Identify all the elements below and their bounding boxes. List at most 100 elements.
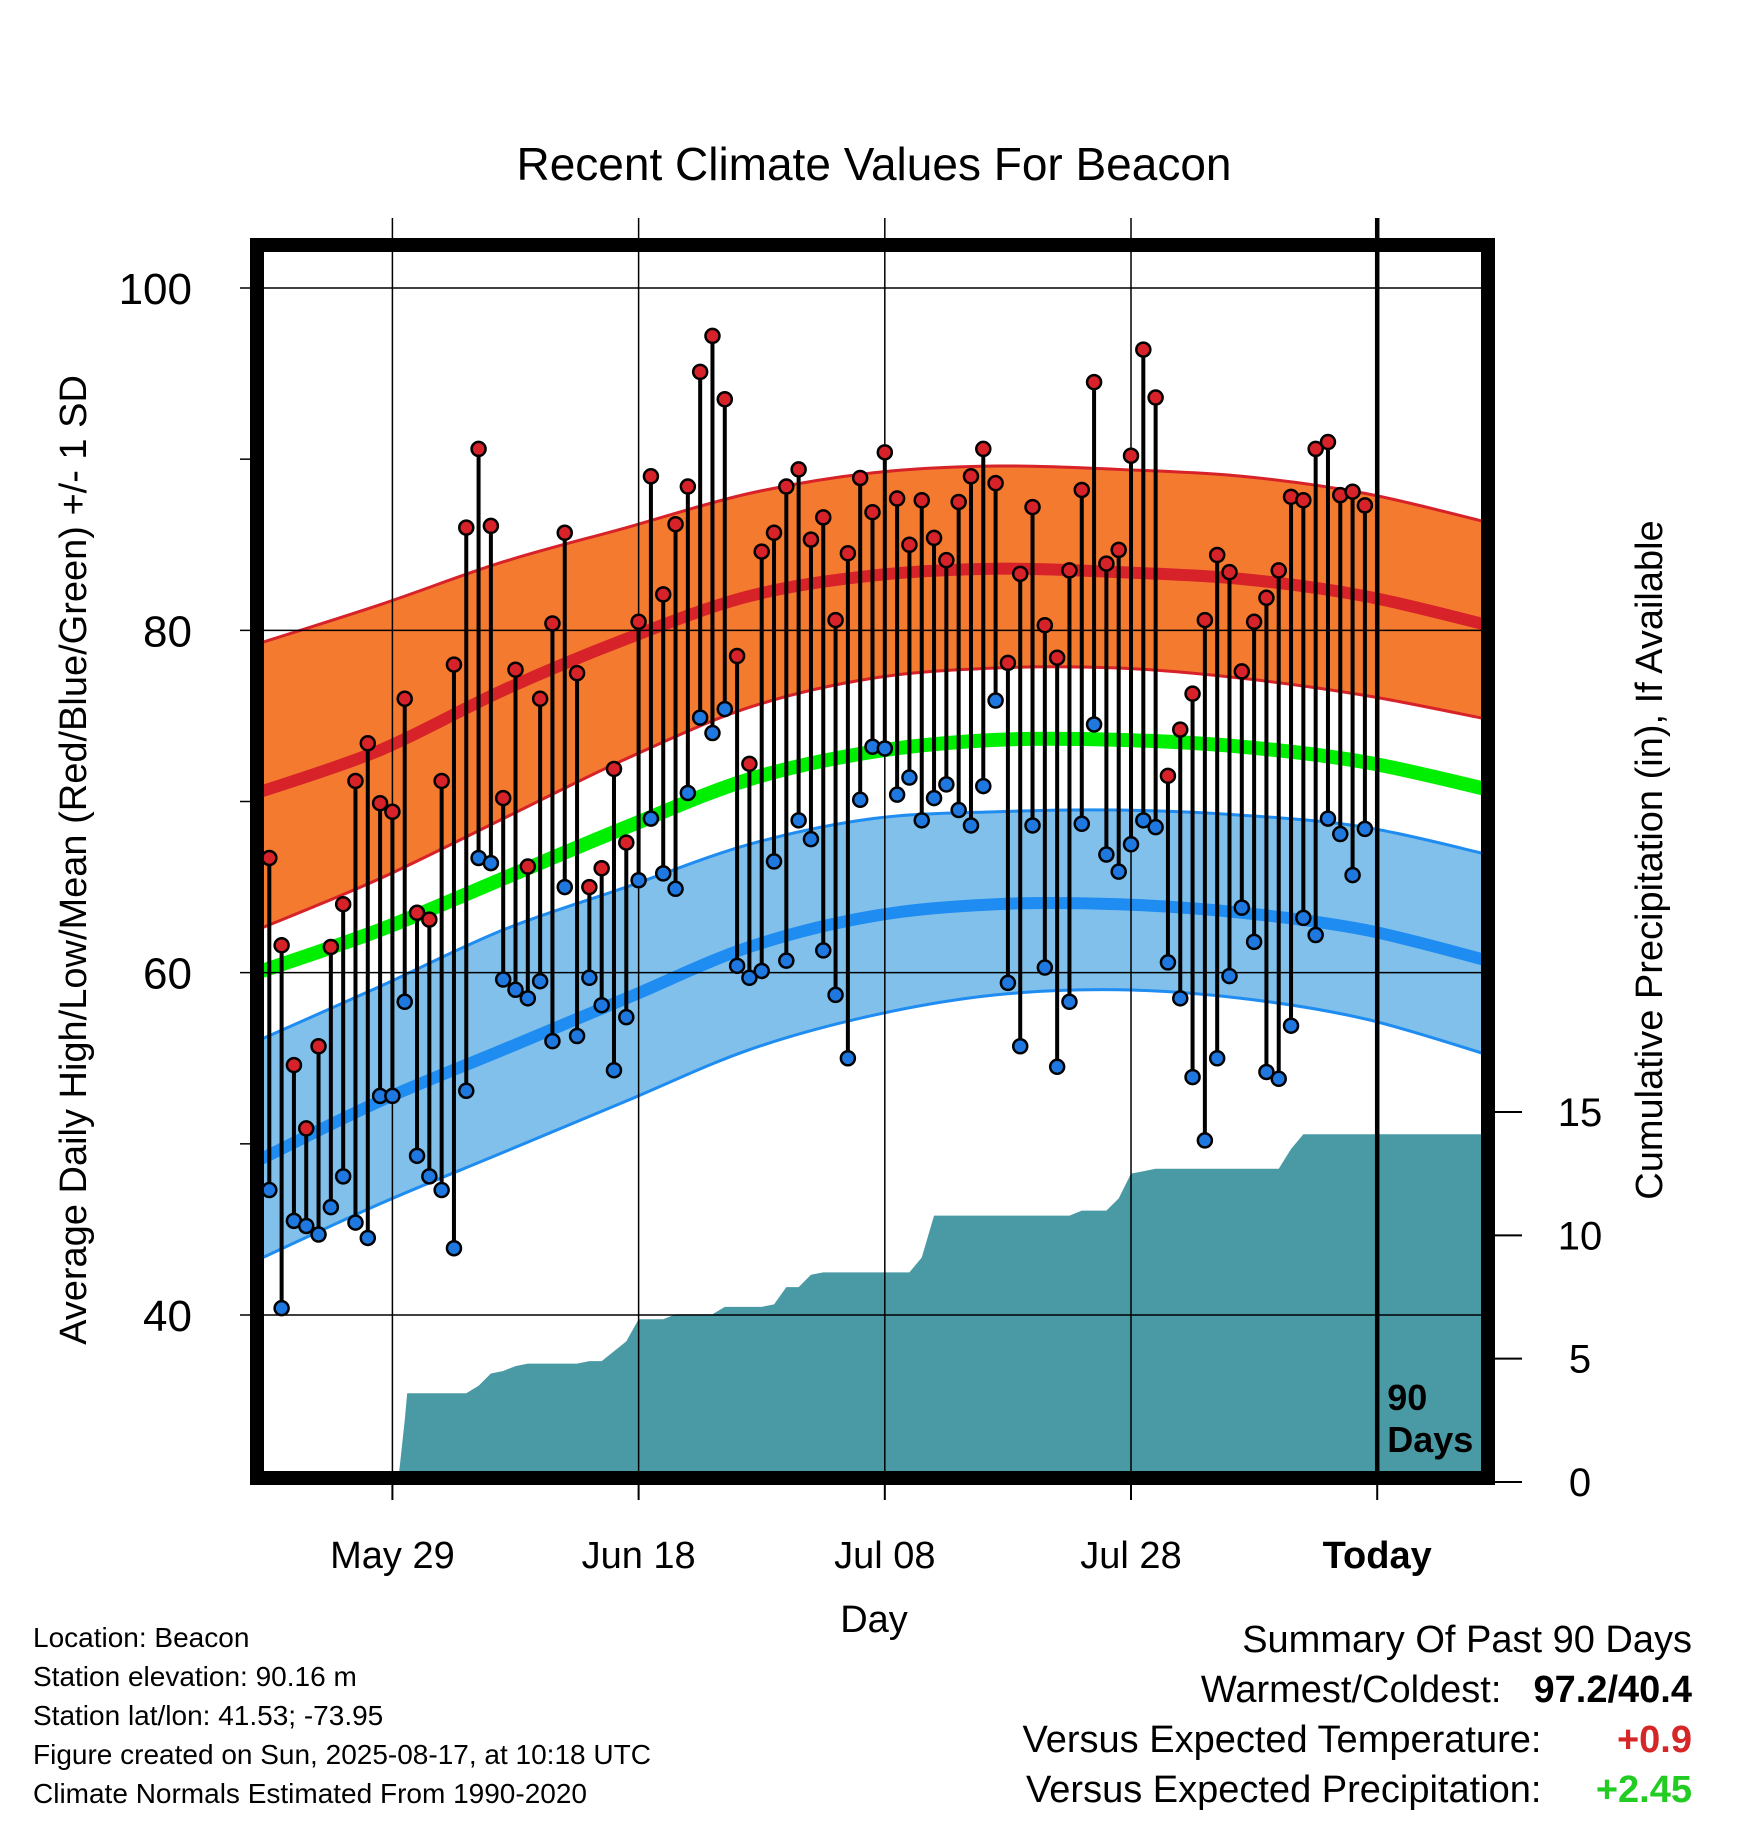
precip-area-group xyxy=(372,1134,1488,1478)
summary-panel: Summary Of Past 90 Days Warmest/Coldest:… xyxy=(1023,1615,1692,1815)
high-point xyxy=(987,474,1004,492)
low-point xyxy=(1221,967,1238,985)
high-point xyxy=(741,755,758,773)
low-point xyxy=(544,1032,561,1050)
low-point xyxy=(347,1214,364,1231)
high-point xyxy=(778,478,795,495)
meta-latlon: Station lat/lon: 41.53; -73.95 xyxy=(33,1700,384,1731)
high-point xyxy=(1036,616,1054,634)
x-axis-label: Day xyxy=(840,1599,908,1641)
low-point xyxy=(531,972,549,990)
high-point xyxy=(876,444,894,461)
low-point xyxy=(605,1061,623,1079)
low-point xyxy=(728,957,746,975)
y2-tick-label: 15 xyxy=(1558,1091,1603,1135)
axis-group: 40 60 80 100 0 5 10 15 May 29 Jun 18 Jul 08 Jul 28 T… xyxy=(119,265,1603,1577)
high-point xyxy=(728,647,746,665)
days-marker-label: Days xyxy=(1387,1419,1473,1460)
temp-value: +0.9 xyxy=(1616,1719,1692,1761)
high-point xyxy=(458,519,475,536)
low-point xyxy=(679,784,697,802)
high-point xyxy=(1233,663,1251,680)
low-point xyxy=(1085,716,1103,733)
high-point xyxy=(1073,481,1091,499)
low-point xyxy=(1048,1058,1066,1076)
high-point xyxy=(285,1056,303,1074)
low-point xyxy=(790,812,807,829)
high-point xyxy=(691,363,709,381)
low-point xyxy=(556,878,573,896)
high-point xyxy=(618,834,635,851)
low-point xyxy=(975,777,992,795)
low-point xyxy=(1024,817,1041,834)
low-point xyxy=(273,1299,290,1317)
low-point xyxy=(1036,959,1054,976)
low-point xyxy=(765,853,783,870)
low-point xyxy=(1356,820,1374,838)
high-point xyxy=(1270,562,1287,579)
high-point xyxy=(1147,389,1164,406)
low-point xyxy=(1233,899,1251,916)
low-point xyxy=(839,1050,857,1067)
low-point xyxy=(753,962,770,980)
station-metadata: Location: Beacon Station elevation: 90.1… xyxy=(33,1618,651,1813)
high-point xyxy=(1135,341,1152,358)
y2-axis-label: Cumulative Precipitation (in), If Availa… xyxy=(1629,520,1671,1199)
low-point xyxy=(1098,846,1115,863)
low-point xyxy=(1282,1017,1300,1034)
high-point xyxy=(1295,491,1312,509)
low-point xyxy=(1184,1068,1201,1086)
high-point xyxy=(1024,498,1041,516)
low-point xyxy=(261,1181,278,1199)
high-point xyxy=(1184,685,1201,702)
plot-frame xyxy=(250,238,1495,1485)
high-point xyxy=(642,468,660,485)
high-point xyxy=(470,440,487,458)
high-point xyxy=(396,690,413,708)
high-point xyxy=(950,493,967,511)
y2-tick-label: 10 xyxy=(1558,1214,1603,1258)
high-point xyxy=(962,468,980,485)
warm-cold-value: 97.2/40.4 xyxy=(1533,1669,1692,1711)
summary-title: Summary Of Past 90 Days xyxy=(1242,1619,1692,1661)
low-point xyxy=(297,1217,315,1235)
low-point xyxy=(1258,1063,1275,1081)
low-point xyxy=(876,740,894,757)
high-point xyxy=(421,911,438,928)
meta-location: Location: Beacon xyxy=(33,1622,250,1653)
high-point xyxy=(802,531,820,548)
low-point xyxy=(1122,836,1140,853)
days-marker-label: 90 xyxy=(1387,1377,1427,1418)
low-point xyxy=(482,854,500,872)
high-point xyxy=(864,503,881,521)
high-point xyxy=(322,938,340,956)
y-tick-label: 100 xyxy=(119,265,192,314)
high-point xyxy=(716,391,734,408)
high-point xyxy=(384,803,401,821)
high-point xyxy=(827,611,844,629)
low-point xyxy=(618,1008,635,1026)
low-point xyxy=(1307,926,1324,944)
x-tick-label: May 29 xyxy=(330,1535,455,1577)
low-point xyxy=(1245,933,1263,951)
high-point xyxy=(667,515,684,533)
meta-elevation: Station elevation: 90.16 m xyxy=(33,1661,357,1692)
high-point xyxy=(605,760,623,778)
precip-value: +2.45 xyxy=(1595,1769,1692,1811)
temp-label: Versus Expected Temperature: xyxy=(1022,1719,1542,1761)
high-point xyxy=(273,937,290,954)
low-point xyxy=(925,789,943,807)
high-point xyxy=(581,878,598,896)
high-point xyxy=(593,860,610,877)
low-point xyxy=(384,1087,401,1105)
low-point xyxy=(593,996,610,1014)
x-tick-label: Jul 08 xyxy=(834,1535,935,1577)
high-point xyxy=(851,469,869,487)
low-point xyxy=(1196,1132,1214,1149)
low-point xyxy=(1061,993,1078,1011)
high-point xyxy=(568,664,586,682)
high-point xyxy=(1356,497,1374,514)
high-point xyxy=(519,858,537,875)
